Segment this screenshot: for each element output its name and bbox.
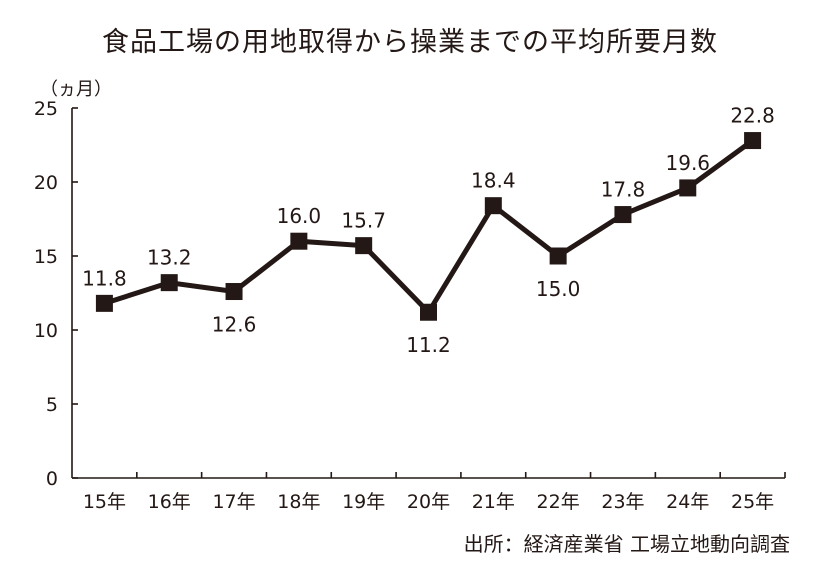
data-label: 16.0 [277,204,322,228]
x-tick-label: 15年 [83,491,126,513]
data-label: 15.0 [536,277,581,301]
data-point [160,274,178,292]
data-point [549,247,567,265]
x-tick-label: 19年 [342,491,385,513]
data-label: 15.7 [341,209,386,233]
x-tick-label: 25年 [731,491,774,513]
axes [71,107,786,479]
data-point [290,232,308,250]
x-tick-label: 18年 [277,491,320,513]
y-tick-label: 20 [34,172,58,194]
y-tick-label: 10 [34,320,58,342]
data-label: 13.2 [147,246,192,270]
data-point [420,303,437,321]
data-point [355,237,373,255]
y-tick-label: 0 [46,468,58,490]
y-tick-label: 25 [34,98,58,120]
data-points [95,132,762,321]
data-label: 19.6 [666,151,711,175]
data-point [744,132,762,150]
data-point [95,294,113,312]
data-label: 18.4 [471,169,516,193]
data-point [484,197,502,215]
x-tick-label: 16年 [148,491,191,513]
x-tick-label: 17年 [212,491,255,513]
x-tick-label: 21年 [472,491,515,513]
data-point [225,283,243,301]
x-tick-labels: 15年 16年 17年 18年 19年 20年 21年 22年 23年 24年 25年 [83,491,774,513]
y-tick-label: 15 [34,246,58,268]
y-unit-label: （ヵ月） [40,79,112,100]
data-labels: 11.8 13.2 12.6 16.0 15.7 11.2 18.4 15.0 17.8 19.6… [82,104,775,358]
source-note: 出所：経済産業省 工場立地動向調査 [463,532,790,556]
data-label: 11.8 [82,266,127,290]
y-tick-label: 5 [46,394,58,416]
x-tick-label: 22年 [537,491,580,513]
data-label: 11.2 [406,333,451,357]
data-label: 22.8 [730,104,775,128]
x-tick-label: 23年 [601,491,644,513]
data-point [614,206,632,224]
x-tick-label: 20年 [407,491,450,513]
x-tick-label: 24年 [666,491,709,513]
chart-title: 食品工場の用地取得から操業までの平均所要月数 [102,27,718,58]
data-point [679,179,697,197]
series-line [103,138,755,317]
data-label: 12.6 [212,313,257,337]
y-tick-labels: 0 5 10 15 20 25 [34,98,58,490]
data-label: 17.8 [601,178,646,202]
